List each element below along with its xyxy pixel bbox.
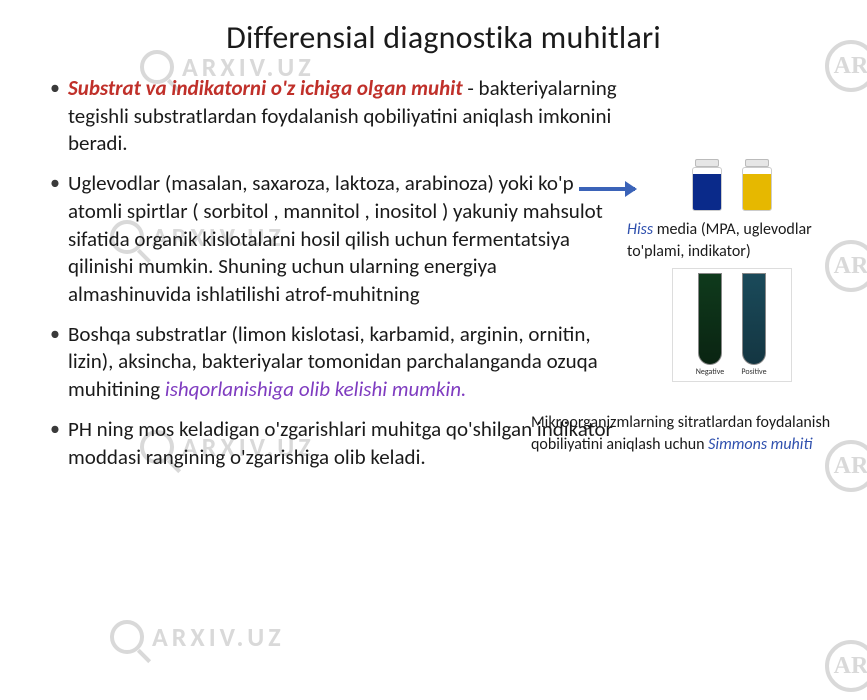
vial-yellow <box>739 159 775 213</box>
bullet-text: Uglevodlar (masalan, saxaroza, laktoza, … <box>68 170 603 307</box>
tube-negative: Negative <box>688 273 732 377</box>
side-figures: Hiss media (MPA, uglevodlar to'plami, in… <box>627 75 837 483</box>
lead-phrase: Substrat va indikatorni o'z ichiga olgan… <box>68 75 467 101</box>
arrow-icon <box>579 187 635 191</box>
slide-title: Differensial diagnostika muhitlari <box>50 18 837 57</box>
bullet-item: Uglevodlar (masalan, saxaroza, laktoza, … <box>50 170 619 309</box>
tube-pair: Negative Positive <box>672 268 792 382</box>
bullet-item: Boshqa substratlar (limon kislotasi, kar… <box>50 321 619 404</box>
tube-positive: Positive <box>732 273 776 377</box>
figure-caption-hiss: Hiss media (MPA, uglevodlar to'plami, in… <box>627 219 837 262</box>
vial-row <box>627 159 837 213</box>
figure-caption-simmons: Mikroorganizmlarning sitratlardan foydal… <box>531 412 841 455</box>
watermark-badge: AR <box>825 640 867 692</box>
emphasis-phrase: ishqorlanishiga olib kelishi mumkin. <box>165 376 466 402</box>
bullet-item: Substrat va indikatorni o'z ichiga olgan… <box>50 75 619 158</box>
vial-blue <box>689 159 725 213</box>
watermark: ARXIV.UZ <box>110 620 285 654</box>
